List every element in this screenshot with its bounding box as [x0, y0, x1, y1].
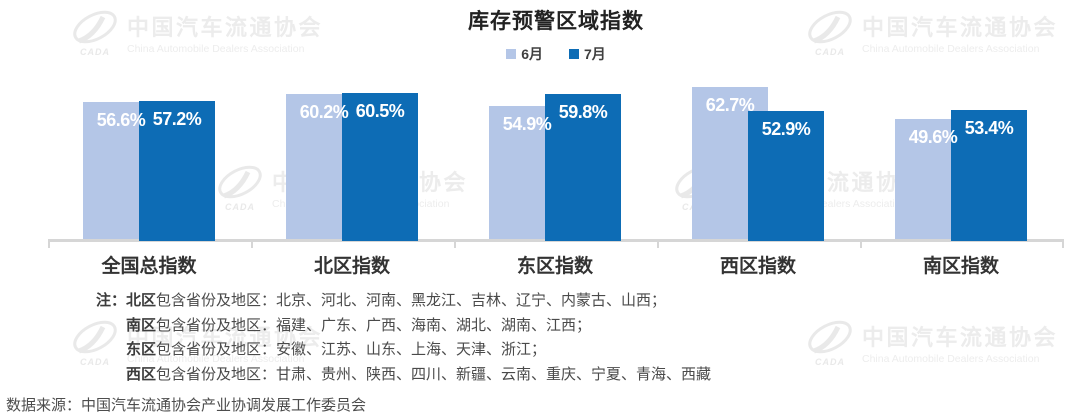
- category-label-1: 北区指数: [313, 256, 390, 277]
- cada-watermark-1: CADA 中国汽车流通协会 China Automobile Dealers Ass…: [805, 8, 1058, 57]
- legend-swatch-icon: [569, 49, 579, 59]
- note-region-text: 包含省份及地区：福建、广东、广西、海南、湖北、湖南、江西；: [156, 316, 592, 334]
- legend-swatch-icon: [506, 49, 517, 59]
- legend-label: 6月: [521, 46, 543, 62]
- watermark-en-text: China Automobile Dealers Association: [862, 353, 1040, 365]
- bar-label-june-2: 54.9%: [502, 114, 552, 135]
- legend-item-1: 7月: [569, 44, 606, 64]
- cada-logo-text: CADA: [225, 202, 255, 212]
- region-notes: 注：北区包含省份及地区：北京、河北、河南、黑龙江、吉林、辽宁、内蒙古、山西； 南区…: [96, 289, 711, 387]
- watermark-cn-text: 中国汽车流通协会: [127, 15, 324, 40]
- axis-tick-2: [454, 241, 456, 248]
- cada-watermark-0: CADA 中国汽车流通协会 China Automobile Dealers Ass…: [70, 8, 323, 57]
- watermark-text: 中国汽车流通协会 China Automobile Dealers Associa…: [862, 10, 1058, 55]
- watermark-en-text: China Automobile Dealers Association: [127, 43, 305, 55]
- cada-logo-icon: CADA: [70, 8, 120, 57]
- bar-label-july-0: 57.2%: [152, 108, 202, 129]
- bar-july-2: [545, 94, 621, 241]
- bar-july-0: [139, 100, 215, 241]
- watermark-cn-text: 中国汽车流通协会: [127, 325, 324, 350]
- watermark-text: 中国汽车流通协会 China Automobile Dealers Associa…: [862, 320, 1058, 365]
- chart-legend: 6月 7月: [48, 44, 1064, 64]
- cada-logo-text: CADA: [80, 47, 110, 57]
- note-region-text: 包含省份及地区：安徽、江苏、山东、上海、天津、浙江；: [156, 341, 547, 358]
- note-label: 注：: [96, 292, 127, 309]
- cada-logo-icon: CADA: [70, 318, 120, 367]
- watermark-en-text: China Automobile Dealers Association: [127, 353, 305, 365]
- cada-logo-text: CADA: [80, 357, 110, 367]
- cada-logo-icon: CADA: [805, 8, 855, 57]
- cada-watermark-5: CADA 中国汽车流通协会 China Automobile Dealers Ass…: [805, 318, 1058, 367]
- data-source: 数据来源：中国汽车流通协会产业协调发展工作委员会: [6, 397, 367, 414]
- cada-logo-icon: CADA: [215, 163, 265, 212]
- cada-logo-text: CADA: [815, 47, 845, 57]
- watermark-en-text: China Automobile Dealers Association: [862, 43, 1040, 55]
- watermark-text: 中国汽车流通协会 China Automobile Dealers Associa…: [127, 10, 323, 55]
- bar-label-june-1: 60.2%: [299, 101, 349, 122]
- note-region-name: 北区: [126, 292, 157, 309]
- cada-watermark-4: CADA 中国汽车流通协会 China Automobile Dealers Ass…: [70, 318, 323, 367]
- note-region-text: 包含省份及地区：北京、河北、河南、黑龙江、吉林、辽宁、内蒙古、山西；: [156, 292, 667, 309]
- bar-label-june-0: 56.6%: [96, 110, 146, 131]
- note-line-3: 西区包含省份及地区：甘肃、贵州、陕西、四川、新疆、云南、重庆、宁夏、青海、西藏: [96, 363, 711, 388]
- chart-title: 库存预警区域指数: [468, 10, 644, 33]
- note-region-name: 东区: [126, 341, 157, 358]
- axis-tick-5: [1062, 241, 1064, 248]
- bar-july-4: [951, 110, 1027, 241]
- axis-tick-0: [48, 241, 50, 248]
- bar-label-july-1: 60.5%: [355, 100, 405, 121]
- category-label-3: 西区指数: [719, 256, 796, 277]
- bar-july-1: [342, 92, 418, 241]
- bar-label-june-3: 62.7%: [705, 95, 755, 116]
- category-label-0: 全国总指数: [101, 256, 197, 277]
- note-region-text: 包含省份及地区：甘肃、贵州、陕西、四川、新疆、云南、重庆、宁夏、青海、西藏: [156, 365, 712, 383]
- cada-logo-text: CADA: [815, 357, 845, 367]
- watermark-cn-text: 中国汽车流通协会: [862, 15, 1059, 40]
- note-region-name: 南区: [126, 316, 157, 334]
- watermark-cn-text: 中国汽车流通协会: [862, 325, 1059, 350]
- axis-tick-3: [657, 241, 659, 248]
- axis-tick-4: [860, 241, 862, 248]
- bar-label-july-3: 52.9%: [761, 119, 811, 140]
- legend-label: 7月: [584, 46, 606, 62]
- bar-july-3: [748, 111, 824, 241]
- note-region-name: 西区: [126, 365, 157, 383]
- bar-label-july-4: 53.4%: [964, 118, 1014, 139]
- note-line-0: 注：北区包含省份及地区：北京、河北、河南、黑龙江、吉林、辽宁、内蒙古、山西；: [96, 289, 711, 314]
- axis-tick-1: [251, 241, 253, 248]
- watermark-text: 中国汽车流通协会 China Automobile Dealers Associa…: [127, 320, 323, 365]
- note-line-2: 东区包含省份及地区：安徽、江苏、山东、上海、天津、浙江；: [96, 338, 711, 363]
- category-label-4: 南区指数: [922, 256, 999, 277]
- legend-item-0: 6月: [506, 44, 543, 64]
- bar-label-july-2: 59.8%: [558, 102, 608, 123]
- note-line-1: 南区包含省份及地区：福建、广东、广西、海南、湖北、湖南、江西；: [96, 314, 711, 339]
- cada-logo-icon: CADA: [805, 318, 855, 367]
- bar-label-june-4: 49.6%: [908, 127, 958, 148]
- category-label-2: 东区指数: [516, 256, 593, 277]
